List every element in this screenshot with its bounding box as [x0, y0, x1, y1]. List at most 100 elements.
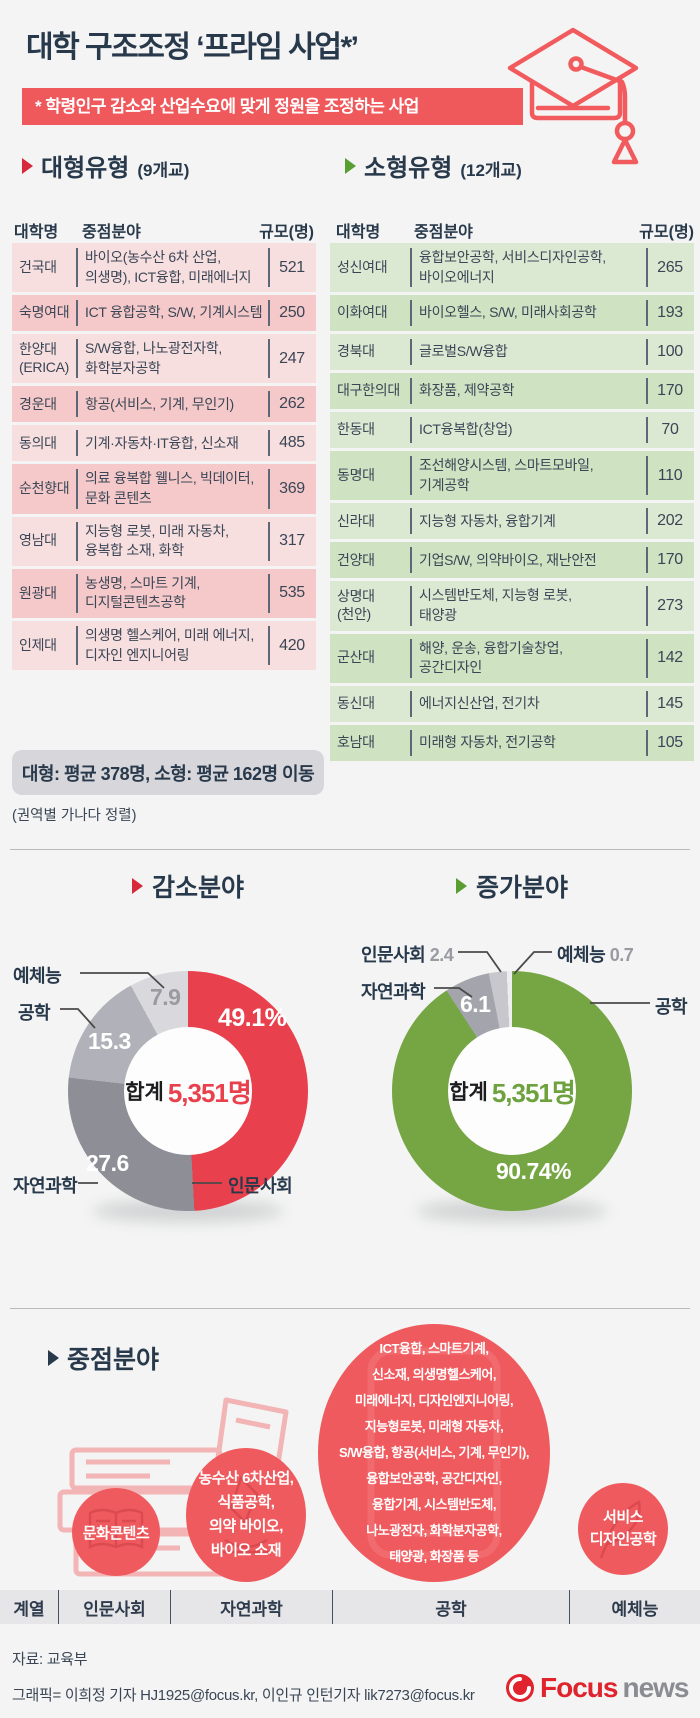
quill-leaf-icon: [599, 1500, 641, 1559]
slice-value: 27.6: [86, 1150, 129, 1176]
focus-majors: 해양, 운송, 융합기술창업, 공간디자인: [410, 634, 646, 683]
university-name: 대구한의대: [337, 382, 400, 399]
focus-majors: 의생명 헬스케어, 미래 에너지, 디자인 엔지니어링: [76, 621, 268, 670]
green-triangle-icon: [455, 878, 467, 894]
size-value: 535: [268, 569, 316, 618]
legend-jayeon: 자연과학: [13, 1176, 78, 1196]
university-name: 군산대: [337, 649, 375, 666]
size-value: 485: [268, 425, 316, 461]
table-row: 경북대 글로벌S/W융합 100: [330, 334, 694, 371]
section-count-large: (9개교): [137, 161, 190, 180]
col-header-size-large: 규모(명): [259, 224, 314, 241]
category-label: 예체능: [569, 1590, 700, 1624]
table-row: 건양대 기업S/W, 의약바이오, 재난안전 170: [330, 542, 694, 579]
focus-majors: S/W융합, 나노광전자학, 화학분자공학: [76, 334, 268, 383]
focus-majors: 조선해양시스템, 스마트모바일, 기계공학: [410, 451, 646, 500]
section-header-large: 대형유형 (9개교): [22, 148, 189, 183]
focus-news-logo: Focus news: [505, 1672, 690, 1704]
size-value: 420: [268, 621, 316, 670]
focus-majors: 농생명, 스마트 기계, 디지털콘텐츠공학: [76, 569, 268, 618]
table-row: 영남대 지능형 로봇, 미래 자동차, 융복합 소재, 화학 317: [12, 516, 316, 566]
table-row: 경운대 항공(서비스, 기계, 무인기) 262: [12, 386, 316, 423]
bubble-humanities: 문화콘텐츠: [72, 1488, 160, 1576]
table-row: 순천향대 의료 융복합 웰니스, 빅데이터, 문화 콘텐츠 369: [12, 464, 316, 514]
size-value: 145: [646, 686, 694, 722]
university-name: 영남대: [19, 532, 57, 549]
table-row: 이화여대 바이오헬스, S/W, 미래사회공학 193: [330, 295, 694, 332]
graduation-cap-icon: [507, 27, 639, 165]
divider-line: [10, 849, 690, 850]
section-title-large: 대형유형: [41, 155, 130, 182]
donut-chart-decrease: 합계 5,351명: [68, 971, 308, 1211]
size-value: 265: [646, 243, 694, 292]
focus-majors: 항공(서비스, 기계, 무인기): [76, 386, 268, 422]
university-name: 인제대: [19, 636, 57, 653]
table-row: 건국대 바이오(농수산 6차 산업, 의생명), ICT융합, 미래에너지 521: [12, 243, 316, 293]
focus-majors: 기업S/W, 의약바이오, 재난안전: [410, 542, 646, 578]
donut-center-label: 합계 5,351명: [124, 1027, 252, 1155]
page-title: 대학 구조조정 ‘프라임 사업*’: [26, 31, 359, 64]
subtitle-banner: * 학령인구 감소와 산업수요에 맞게 정원을 조정하는 사업: [22, 88, 523, 125]
donut-shadow: [93, 1200, 283, 1222]
university-name: 동의대: [19, 434, 57, 451]
focus-majors: ICT 융합공학, S/W, 기계시스템: [76, 295, 268, 331]
section-header-small: 소형유형 (12개교): [345, 148, 522, 183]
size-value: 202: [646, 503, 694, 539]
col-header-major-small: 중점분야: [414, 224, 473, 241]
university-name: 동명대: [337, 467, 375, 484]
size-value: 170: [646, 542, 694, 578]
size-value: 170: [646, 373, 694, 409]
chart-title-decrease: 감소분야: [78, 868, 298, 904]
category-label: 인문사회: [58, 1590, 170, 1624]
focus-majors: 에너지신산업, 전기차: [410, 686, 646, 722]
university-name: 호남대: [337, 734, 375, 750]
table-row: 상명대 (천안) 시스템반도체, 지능형 로봇, 태양광 273: [330, 581, 694, 631]
category-label: 공학: [332, 1590, 569, 1624]
category-label: 계열: [13, 1599, 45, 1619]
table-row: 동명대 조선해양시스템, 스마트모바일, 기계공학 110: [330, 451, 694, 501]
col-header-size-small: 규모(명): [639, 224, 694, 241]
legend-inmun: 인문사회: [228, 1176, 293, 1196]
size-value: 70: [646, 412, 694, 448]
size-value: 317: [268, 517, 316, 566]
focus-majors: 지능형 로봇, 미래 자동차, 융복합 소재, 화학: [76, 517, 268, 566]
table-row: 신라대 지능형 자동차, 융합기계 202: [330, 503, 694, 540]
legend-yecheneung: 예체능: [13, 966, 62, 986]
table-row: 동의대 기계·자동차·IT융합, 신소재 485: [12, 425, 316, 462]
size-value: 369: [268, 464, 316, 513]
donut-chart-increase: 합계 5,351명: [392, 971, 632, 1211]
university-name: 순천향대: [19, 480, 70, 497]
university-name: 경운대: [19, 395, 57, 412]
col-header-major-large: 중점분야: [82, 224, 141, 241]
size-value: 100: [646, 334, 694, 370]
table-row: 동신대 에너지신산업, 전기차 145: [330, 685, 694, 722]
large-type-table: 건국대 바이오(농수산 6차 산업, 의생명), ICT융합, 미래에너지 521 숙명…: [12, 243, 316, 671]
university-name: 한양대 (ERICA): [19, 341, 70, 375]
table-row: 한양대 (ERICA) S/W융합, 나노광전자학, 화학분자공학 247: [12, 334, 316, 384]
category-bar: 계열 인문사회 자연과학 공학 예체능: [0, 1590, 700, 1624]
summary-pill: 대형: 평균 378명, 소형: 평균 162명 이동: [12, 750, 324, 795]
donut-center-label: 합계 5,351명: [448, 1027, 576, 1155]
smartphone-icon: [367, 1347, 501, 1559]
green-triangle-icon: [345, 157, 356, 174]
university-name: 건양대: [337, 551, 375, 568]
focus-majors: 기계·자동차·IT융합, 신소재: [76, 425, 268, 461]
university-name: 상명대 (천안): [337, 588, 375, 622]
university-name: 성신여대: [337, 258, 388, 275]
table-row: 군산대 해양, 운송, 융합기술창업, 공간디자인 142: [330, 633, 694, 683]
focus-majors: 의료 융복합 웰니스, 빅데이터, 문화 콘텐츠: [76, 464, 268, 513]
focus-majors: ICT융복합(창업): [410, 412, 646, 448]
bubble-engineering: ICT융합, 스마트기계, 신소재, 의생명헬스케어, 미래에너지, 디자인엔지니어…: [318, 1324, 550, 1582]
focus-majors: 융합보안공학, 서비스디자인공학, 바이오에너지: [410, 243, 646, 292]
legend-gonghak-inc: 공학: [655, 997, 688, 1017]
university-name: 숙명여대: [19, 304, 70, 321]
legend-jayeon-inc: 자연과학: [361, 982, 426, 1002]
table-row: 호남대 미래형 자동차, 전기공학 105: [330, 724, 694, 761]
university-name: 경북대: [337, 343, 375, 360]
size-value: 142: [646, 634, 694, 683]
size-value: 105: [646, 725, 694, 761]
slice-value: 6.1: [460, 991, 491, 1017]
size-value: 250: [268, 295, 316, 331]
category-label: 자연과학: [170, 1590, 332, 1624]
